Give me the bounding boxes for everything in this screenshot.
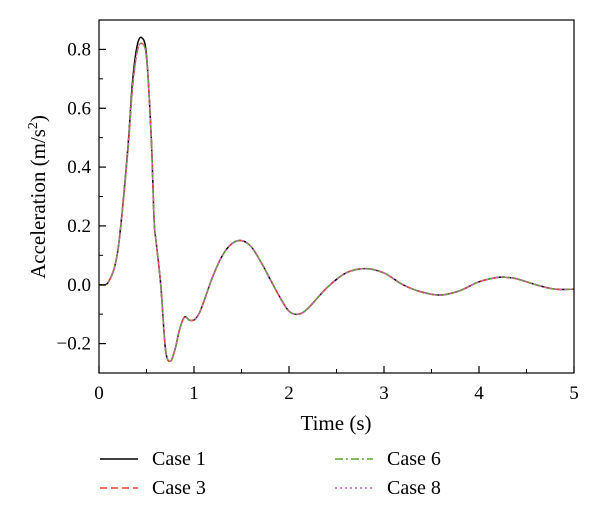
x-axis-label: Time (s) bbox=[301, 411, 372, 435]
series-line-case-8 bbox=[99, 42, 574, 362]
x-tick-label: 5 bbox=[569, 383, 579, 404]
legend-label: Case 8 bbox=[387, 477, 441, 499]
y-tick-label: −0.2 bbox=[57, 334, 91, 355]
plot-frame bbox=[98, 19, 575, 374]
series-line-case-1 bbox=[99, 36, 574, 362]
y-tick-label: 0.0 bbox=[67, 275, 91, 296]
y-axis-label: Acceleration (m/s2) bbox=[26, 115, 50, 279]
legend: Case 1 Case 3 Case 6 Case 8 bbox=[100, 448, 441, 499]
legend-label: Case 1 bbox=[152, 448, 206, 470]
y-axis-ticks: −0.2 0.0 0.2 0.4 0.6 0.8 bbox=[57, 19, 106, 355]
legend-label: Case 6 bbox=[387, 448, 441, 470]
series-line-case-3 bbox=[99, 42, 574, 362]
x-tick-label: 1 bbox=[189, 383, 199, 404]
x-tick-label: 0 bbox=[94, 383, 104, 404]
series-line-case-6 bbox=[99, 42, 574, 362]
x-tick-label: 2 bbox=[284, 383, 294, 404]
y-tick-label: 0.4 bbox=[67, 157, 91, 178]
y-tick-label: 0.2 bbox=[67, 216, 91, 237]
y-tick-label: 0.6 bbox=[67, 98, 91, 119]
y-tick-label: 0.8 bbox=[67, 39, 91, 60]
series-layer bbox=[99, 36, 574, 362]
x-tick-label: 4 bbox=[474, 383, 484, 404]
x-tick-label: 3 bbox=[379, 383, 389, 404]
x-axis-ticks: 0 1 2 3 4 5 bbox=[94, 366, 579, 404]
legend-label: Case 3 bbox=[152, 477, 206, 499]
